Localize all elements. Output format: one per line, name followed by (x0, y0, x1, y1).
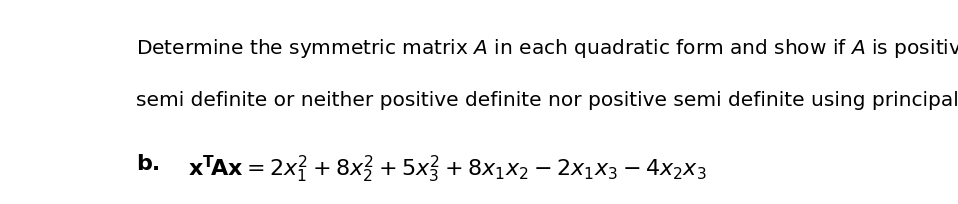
Text: $\mathbf{x}^\mathbf{T}\!\mathbf{A}\mathbf{x}= 2x_1^2 + 8x_2^2 + 5x_3^2 + 8x_1x_2: $\mathbf{x}^\mathbf{T}\!\mathbf{A}\mathb… (188, 153, 707, 184)
Text: semi definite or neither positive definite nor positive semi definite using prin: semi definite or neither positive defini… (136, 90, 958, 109)
Text: b.: b. (136, 153, 160, 173)
Text: Determine the symmetric matrix $\bf{\it{A}}$ in each quadratic form and show if : Determine the symmetric matrix $\bf{\it{… (136, 37, 958, 60)
